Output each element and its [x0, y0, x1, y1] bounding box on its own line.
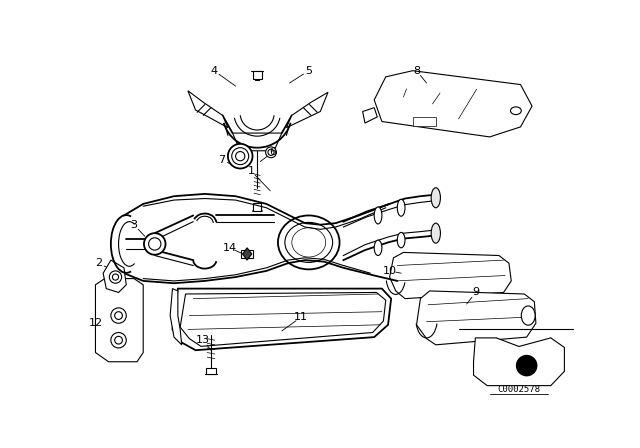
- Polygon shape: [374, 71, 532, 137]
- Text: 6: 6: [269, 147, 276, 157]
- Circle shape: [232, 148, 249, 165]
- Circle shape: [228, 144, 253, 168]
- Polygon shape: [206, 368, 216, 374]
- Ellipse shape: [374, 207, 382, 224]
- Polygon shape: [243, 248, 252, 260]
- Polygon shape: [103, 260, 126, 293]
- Text: 9: 9: [472, 288, 479, 297]
- Polygon shape: [232, 133, 282, 151]
- Circle shape: [111, 332, 126, 348]
- Polygon shape: [287, 92, 328, 128]
- Ellipse shape: [278, 215, 340, 269]
- Text: 3: 3: [131, 220, 138, 230]
- Polygon shape: [390, 252, 511, 299]
- Text: 2: 2: [95, 258, 102, 268]
- Text: 10: 10: [383, 266, 397, 276]
- Text: 1: 1: [248, 166, 255, 176]
- Ellipse shape: [374, 240, 382, 255]
- Polygon shape: [253, 203, 261, 211]
- Text: C0002578: C0002578: [497, 385, 540, 394]
- Circle shape: [266, 147, 276, 158]
- Circle shape: [144, 233, 166, 255]
- Ellipse shape: [431, 188, 440, 208]
- Circle shape: [109, 271, 122, 283]
- Polygon shape: [417, 291, 536, 345]
- Circle shape: [236, 151, 245, 161]
- Polygon shape: [170, 289, 182, 345]
- Text: 7: 7: [218, 155, 225, 165]
- Circle shape: [115, 312, 122, 319]
- Circle shape: [268, 149, 274, 155]
- Bar: [413, 117, 436, 126]
- Circle shape: [111, 308, 126, 323]
- Circle shape: [516, 355, 538, 376]
- Polygon shape: [95, 279, 143, 362]
- Ellipse shape: [511, 107, 521, 115]
- Polygon shape: [474, 338, 564, 386]
- Ellipse shape: [397, 233, 405, 248]
- Ellipse shape: [431, 223, 440, 243]
- Text: 13: 13: [196, 335, 211, 345]
- Circle shape: [148, 238, 161, 250]
- Circle shape: [115, 336, 122, 344]
- Ellipse shape: [285, 222, 333, 263]
- Polygon shape: [241, 250, 253, 258]
- Text: 8: 8: [413, 66, 420, 76]
- Text: 11: 11: [294, 312, 308, 322]
- Polygon shape: [363, 108, 378, 123]
- Text: 4: 4: [211, 66, 218, 76]
- Text: 12: 12: [88, 318, 102, 328]
- Text: 5: 5: [305, 66, 312, 76]
- Ellipse shape: [397, 199, 405, 216]
- Circle shape: [113, 274, 118, 280]
- Text: 14: 14: [222, 243, 237, 253]
- Bar: [253, 72, 262, 79]
- Polygon shape: [172, 289, 391, 350]
- Ellipse shape: [521, 306, 535, 325]
- Polygon shape: [188, 90, 228, 128]
- Polygon shape: [180, 293, 386, 346]
